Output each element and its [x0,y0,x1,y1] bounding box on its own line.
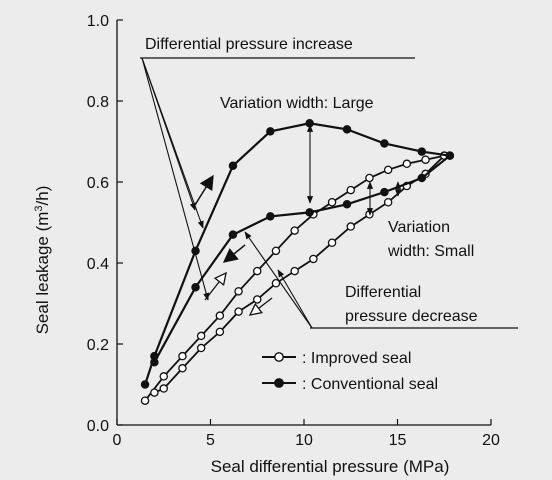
legend: : Improved seal : Conventional seal [262,350,438,393]
y-tick-label: 0.0 [87,418,109,435]
conventional-decrease-point [191,283,200,292]
improved-increase-point [383,165,393,175]
improved-increase-point [215,311,225,320]
improved-increase-point [421,155,430,164]
improved-increase-point [402,159,412,169]
improved-increase-point [196,331,206,341]
y-tick-label: 0.6 [87,175,109,192]
tick-labels: 0 5 10 15 20 0.0 0.2 0.4 0.6 0.8 1.0 [87,13,500,449]
conventional-decrease-point [150,357,159,367]
improved-decrease-point [150,388,159,397]
conventional-decrease-point [417,173,427,183]
improved-decrease-point [196,343,206,353]
improved-increase-point [159,372,168,381]
improved-increase-point [271,246,281,256]
decrease-leader-arrow [244,231,313,329]
y-tick-label: 0.2 [87,337,109,354]
improved-decrease-point [271,278,281,288]
annotation-variation-small-2: width: Small [387,243,474,260]
improved-increase-point [140,396,150,405]
conventional-increase-point [380,139,389,148]
improved-increase-point [234,287,243,296]
decrease-direction-arrow [250,297,273,315]
annotation-arrows [140,57,518,329]
x-axis-title: Seal differential pressure (MPa) [211,457,450,476]
annotation-decrease-1: Differential [345,284,421,301]
conventional-decrease-point [380,187,389,197]
x-tick-label: 0 [113,432,122,449]
improved-increase-point [252,266,262,276]
axes [116,19,492,426]
conventional-increase-point [417,147,427,156]
improved-decrease-point [309,254,318,264]
conventional-decrease-point [445,151,455,160]
improved-decrease-point [327,238,337,247]
improved-decrease-point [383,197,393,207]
improved-decrease-point [234,307,243,316]
conventional-decrease-point [228,230,238,239]
legend-label-conventional: : Conventional seal [302,376,438,393]
improved-decrease-point [159,384,168,393]
y-tick-label: 0.8 [87,94,109,111]
annotation-increase: Differential pressure increase [145,36,353,53]
conventional-increase-point [266,127,275,136]
improved-increase-point [365,173,374,183]
annotation-variation-small-1: Variation [388,219,450,236]
decrease-leader-arrow [277,269,313,329]
y-axis-title: Seal leakage (m3/h) [33,186,52,335]
conventional-increase-point [342,125,352,134]
x-tick-label: 15 [389,432,407,449]
x-tick-label: 10 [295,432,313,449]
annotation-decrease-2: pressure decrease [345,308,478,325]
x-tick-label: 5 [206,432,215,449]
decrease-direction-arrow [224,244,246,262]
improved-increase-point [327,197,337,207]
increase-leader-arrow [141,57,196,211]
improved-decrease-point [215,327,225,337]
improved-decrease-point [290,266,299,276]
series-layer [140,119,455,405]
conventional-decrease-point [342,200,352,209]
improved-decrease-point [252,295,262,304]
increase-direction-arrow [204,273,226,301]
annotation-variation-large: Variation width: Large [220,95,374,112]
legend-marker-conventional [274,378,284,388]
improved-increase-point [178,351,187,361]
x-tick-label: 20 [482,432,500,449]
legend-label-improved: : Improved seal [302,350,411,367]
increase-leader-arrow [141,57,210,301]
conventional-decrease-point [266,212,275,221]
y-tick-label: 0.4 [87,256,109,273]
y-tick-label: 1.0 [87,13,109,30]
conventional-increase-point [140,380,150,389]
improved-decrease-point [178,364,187,373]
conventional-increase-point [228,161,238,171]
conventional-increase-line [144,122,451,385]
improved-increase-point [346,185,355,195]
improved-increase-point [290,226,299,235]
conventional-decrease-point [305,208,314,217]
legend-marker-improved [274,352,284,362]
increase-direction-arrow [194,176,213,206]
improved-decrease-point [346,222,355,231]
